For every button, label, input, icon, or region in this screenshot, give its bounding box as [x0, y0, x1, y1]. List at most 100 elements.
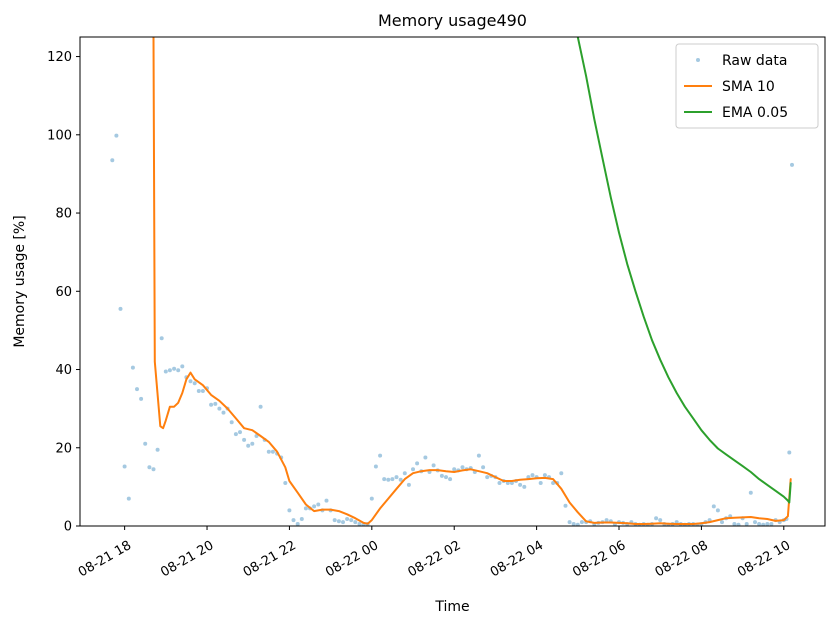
x-axis: 08-21 18 08-21 20 08-21 22 08-22 00 08-22 02… — [76, 526, 793, 580]
raw-data-point — [114, 133, 119, 138]
raw-data-point — [497, 481, 502, 485]
legend-label: EMA 0.05 — [722, 105, 788, 121]
raw-data-point — [130, 365, 135, 370]
raw-data-point — [567, 520, 572, 525]
raw-data-point — [604, 518, 609, 523]
raw-data-point — [336, 519, 341, 524]
raw-data-point — [143, 441, 148, 446]
y-tick-label: 120 — [47, 50, 72, 65]
raw-data-point — [349, 518, 354, 523]
legend-label: SMA 10 — [722, 79, 775, 95]
raw-data-point — [221, 410, 226, 415]
raw-data-point — [316, 502, 321, 507]
legend-marker — [696, 58, 700, 62]
raw-data-point — [390, 477, 395, 482]
raw-data-point — [159, 336, 164, 341]
raw-data-point — [761, 522, 766, 526]
raw-data-point — [402, 471, 407, 476]
raw-data-point — [167, 368, 172, 373]
raw-data-point — [118, 306, 123, 311]
x-tick-label: 08-22 00 — [323, 538, 381, 580]
raw-data-point — [345, 517, 350, 521]
raw-data-point — [373, 464, 378, 469]
raw-data-point — [398, 477, 403, 482]
y-axis: 0 20 40 60 80 100 120 — [47, 50, 80, 535]
x-axis-label: Time — [434, 599, 469, 615]
raw-data-point — [542, 473, 547, 478]
raw-data-point — [720, 520, 724, 525]
raw-data-point — [406, 482, 411, 487]
raw-data-point — [732, 522, 737, 526]
raw-data-point — [757, 522, 762, 526]
plot-area — [79, 36, 826, 527]
series-raw-data — [110, 133, 794, 526]
raw-data-point — [538, 481, 543, 485]
plot-frame — [79, 36, 826, 527]
raw-data-point — [291, 518, 296, 523]
raw-data-point — [411, 467, 415, 472]
raw-data-point — [135, 387, 139, 392]
y-axis-label: Memory usage [%] — [12, 215, 28, 347]
raw-data-point — [258, 404, 263, 409]
raw-data-point — [744, 522, 749, 526]
raw-data-point — [654, 516, 659, 521]
raw-data-point — [530, 473, 535, 478]
raw-data-point — [748, 490, 753, 495]
y-tick-label: 100 — [47, 128, 72, 143]
raw-data-point — [386, 477, 391, 482]
raw-data-point — [439, 473, 444, 478]
raw-data-point — [378, 453, 383, 458]
raw-data-point — [481, 465, 486, 470]
y-tick-label: 40 — [55, 363, 72, 378]
raw-data-point — [233, 432, 238, 437]
raw-data-point — [559, 471, 564, 476]
raw-data-point — [332, 518, 337, 523]
raw-data-point — [250, 441, 255, 446]
raw-data-point — [139, 396, 144, 401]
y-tick-label: 80 — [55, 207, 72, 222]
raw-data-point — [485, 475, 490, 480]
raw-data-point — [715, 508, 720, 513]
raw-data-point — [122, 464, 127, 469]
raw-data-point — [476, 453, 481, 458]
raw-data-point — [299, 517, 304, 521]
raw-data-point — [155, 447, 160, 452]
raw-data-point — [270, 449, 275, 454]
x-tick-label: 08-21 18 — [76, 538, 134, 580]
raw-data-point — [522, 484, 527, 489]
raw-data-point — [163, 369, 168, 374]
raw-data-point — [415, 461, 420, 466]
raw-data-point — [312, 504, 317, 509]
raw-data-point — [196, 389, 201, 393]
raw-data-point — [324, 498, 329, 503]
raw-data-point — [518, 482, 523, 487]
raw-data-point — [287, 508, 292, 513]
raw-data-point — [242, 437, 247, 442]
raw-data-point — [571, 522, 576, 526]
raw-data-point — [303, 506, 308, 511]
x-tick-label: 08-22 10 — [735, 538, 793, 580]
x-tick-label: 08-22 06 — [570, 538, 628, 580]
y-tick-label: 0 — [64, 520, 72, 535]
x-tick-label: 08-22 04 — [488, 538, 546, 580]
legend-box — [675, 43, 819, 129]
raw-data-point — [126, 496, 131, 501]
x-tick-label: 08-21 22 — [241, 538, 299, 580]
raw-data-point — [341, 520, 345, 525]
raw-data-point — [246, 443, 251, 448]
y-tick-label: 20 — [55, 441, 72, 456]
series-layer — [110, 37, 794, 526]
raw-data-point — [579, 520, 584, 525]
raw-data-point — [563, 503, 568, 508]
raw-data-point — [736, 522, 741, 526]
series-sma-10 — [152, 37, 792, 525]
raw-data-point — [551, 481, 556, 485]
raw-data-point — [444, 475, 448, 480]
x-tick-label: 08-21 20 — [158, 538, 216, 580]
series-line — [152, 37, 792, 525]
raw-data-point — [658, 518, 663, 523]
raw-data-point — [229, 420, 234, 425]
raw-data-point — [452, 467, 457, 472]
raw-data-point — [423, 455, 428, 460]
raw-data-point — [188, 379, 193, 384]
